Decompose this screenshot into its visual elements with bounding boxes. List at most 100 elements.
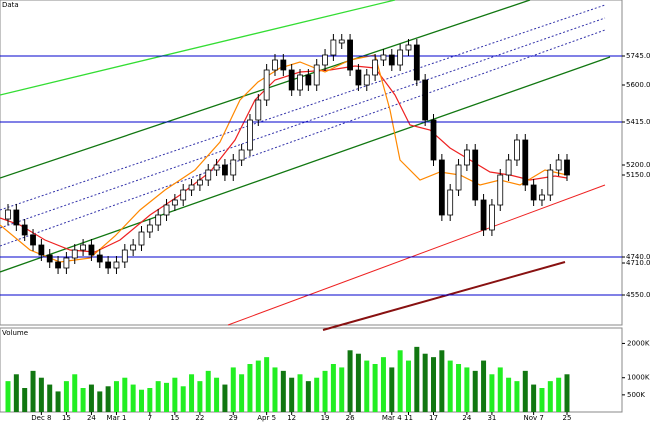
candle-body <box>322 54 328 66</box>
volume-bar <box>22 388 28 412</box>
volume-bar <box>122 377 128 412</box>
candle-body <box>247 119 253 151</box>
volume-tick-label: 1000K <box>627 374 650 382</box>
candle-body <box>305 74 312 86</box>
volume-bar <box>539 388 545 412</box>
volume-bar <box>105 386 111 412</box>
volume-bar <box>431 357 437 412</box>
x-tick-label: 31 <box>487 414 496 422</box>
candle-body <box>163 204 170 216</box>
candle-body <box>171 199 178 206</box>
volume-bar <box>97 391 103 412</box>
candle-body <box>105 261 112 269</box>
candle-body <box>5 209 11 220</box>
candle-body <box>555 159 562 171</box>
volume-bar <box>72 374 78 412</box>
volume-bar <box>297 374 303 412</box>
channel-line <box>0 4 606 211</box>
volume-bar <box>164 382 170 412</box>
y-tick-label: 4710.00 <box>626 259 650 267</box>
candle-body <box>505 159 512 176</box>
candle-body <box>514 139 520 161</box>
channel-line <box>0 0 396 96</box>
volume-bar <box>322 370 328 412</box>
volume-bar <box>5 381 11 412</box>
volume-bar <box>205 370 211 412</box>
y-tick-label: 4550.00 <box>626 291 650 299</box>
candle-body <box>205 169 212 181</box>
volume-bar <box>38 377 44 412</box>
volume-bar <box>222 384 228 412</box>
volume-bar <box>247 364 253 412</box>
volume-bar <box>289 377 295 412</box>
volume-bar <box>447 360 453 412</box>
candle-body <box>113 261 120 269</box>
trend-line <box>322 261 566 331</box>
candle-body <box>96 254 103 263</box>
x-tick-label: 29 <box>229 414 238 422</box>
x-tick-label: 11 <box>404 414 413 422</box>
volume-bar <box>130 384 136 412</box>
candle-body <box>480 199 487 231</box>
y-tick-label: 5150.00 <box>626 171 650 179</box>
candle-body <box>71 249 78 259</box>
candle-body <box>130 244 137 251</box>
volume-bar <box>63 381 69 412</box>
candle-body <box>347 39 353 71</box>
candle-body <box>38 244 45 256</box>
volume-bar <box>155 381 161 412</box>
candle-body <box>547 169 554 196</box>
volume-bar <box>172 377 178 412</box>
volume-bar <box>197 381 203 412</box>
volume-bar <box>472 370 478 412</box>
x-tick-label: Nov 7 <box>523 414 543 422</box>
volume-tick-label: 2000K <box>627 339 650 347</box>
candle-body <box>472 149 479 201</box>
x-tick-label: 17 <box>429 414 438 422</box>
x-tick-label: 12 <box>287 414 296 422</box>
volume-bar <box>556 377 562 412</box>
x-tick-label: Mar 4 <box>382 414 402 422</box>
y-tick-label: 5415.00 <box>626 118 650 126</box>
volume-bar <box>547 381 553 412</box>
volume-bar <box>314 377 320 412</box>
candle-body <box>405 44 412 51</box>
candle-body <box>196 179 203 186</box>
candle-body <box>438 159 445 216</box>
channel-line <box>0 29 606 247</box>
volume-bar <box>364 360 370 412</box>
volume-bar <box>439 350 445 412</box>
candle-body <box>180 189 187 201</box>
volume-bar <box>497 367 503 412</box>
volume-bar <box>422 353 428 412</box>
volume-tick-label: 500K <box>627 391 645 399</box>
volume-bar <box>414 346 420 412</box>
x-tick-label: Dec 8 <box>31 414 51 422</box>
candle-body <box>55 261 61 269</box>
volume-bar <box>272 367 278 412</box>
volume-bar <box>88 384 94 412</box>
volume-bar <box>13 374 19 412</box>
candle-body <box>238 149 245 161</box>
channel-line <box>0 56 611 273</box>
volume-bar <box>113 381 119 412</box>
candle-body <box>530 184 537 201</box>
volume-bar <box>355 353 361 412</box>
x-tick-label: 26 <box>346 414 355 422</box>
candle-body <box>388 54 395 66</box>
y-tick-label: 5200.00 <box>626 161 650 169</box>
x-tick-label: Mar 1 <box>107 414 127 422</box>
volume-bar <box>214 377 220 412</box>
candle-body <box>272 59 278 71</box>
volume-bar <box>230 367 236 412</box>
candle-body <box>447 189 454 216</box>
candle-body <box>397 49 404 66</box>
x-tick-label: 15 <box>170 414 179 422</box>
candle-body <box>355 69 362 86</box>
volume-title: Volume <box>2 329 28 337</box>
volume-bar <box>189 374 195 412</box>
volume-bar <box>339 367 345 412</box>
volume-bar <box>280 370 286 412</box>
candle-body <box>330 39 337 56</box>
